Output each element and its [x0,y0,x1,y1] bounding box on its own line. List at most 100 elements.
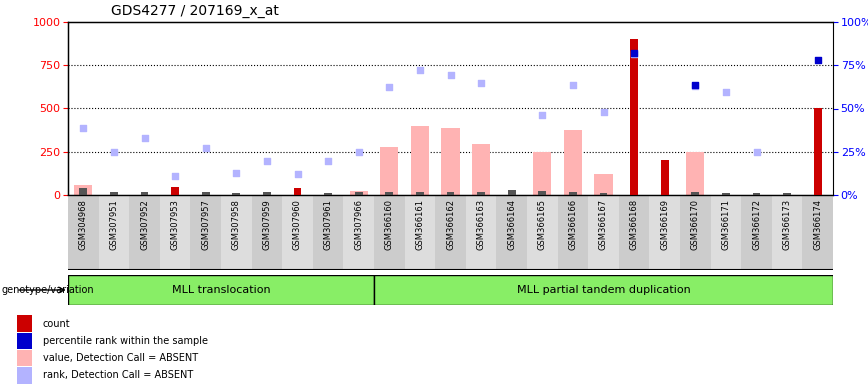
FancyBboxPatch shape [711,195,741,270]
Text: rank, Detection Call = ABSENT: rank, Detection Call = ABSENT [43,371,193,381]
FancyBboxPatch shape [312,195,344,270]
Bar [783,193,791,195]
FancyBboxPatch shape [680,195,711,270]
Bar [563,130,582,195]
Text: GSM366169: GSM366169 [661,199,669,250]
Bar [411,126,429,195]
Text: value, Detection Call = ABSENT: value, Detection Call = ABSENT [43,353,198,363]
Bar [441,127,460,195]
Text: GSM366174: GSM366174 [813,199,822,250]
Text: GSM307961: GSM307961 [324,199,332,250]
Bar [472,144,490,195]
Bar [110,192,118,195]
Text: GSM307958: GSM307958 [232,199,240,250]
FancyBboxPatch shape [649,195,680,270]
Point [107,149,121,155]
Text: GSM366163: GSM366163 [477,199,485,250]
Point [628,51,641,57]
Text: GSM366167: GSM366167 [599,199,608,250]
FancyBboxPatch shape [435,195,466,270]
Text: GSM366164: GSM366164 [507,199,516,250]
Text: GSM307957: GSM307957 [201,199,210,250]
FancyBboxPatch shape [129,195,160,270]
Point [383,84,397,90]
Text: GSM366161: GSM366161 [416,199,424,250]
Text: GSM307959: GSM307959 [262,199,272,250]
Point [444,72,457,78]
Bar [202,192,209,195]
FancyBboxPatch shape [282,195,312,270]
Bar [74,185,93,195]
FancyBboxPatch shape [466,195,496,270]
FancyBboxPatch shape [374,195,404,270]
Bar [350,191,368,195]
Point [596,109,610,115]
Bar [17,367,32,384]
Text: GSM307953: GSM307953 [171,199,180,250]
Bar [692,192,699,195]
FancyBboxPatch shape [68,195,99,270]
Bar [233,193,240,195]
Point [352,149,365,155]
Point [229,169,243,175]
FancyBboxPatch shape [99,195,129,270]
FancyBboxPatch shape [68,275,374,305]
FancyBboxPatch shape [160,195,190,270]
Bar [686,152,705,195]
Text: count: count [43,319,70,329]
FancyBboxPatch shape [221,195,252,270]
Text: percentile rank within the sample: percentile rank within the sample [43,336,207,346]
Point [137,135,151,141]
Text: GSM366160: GSM366160 [385,199,394,250]
Text: GSM366162: GSM366162 [446,199,455,250]
FancyBboxPatch shape [527,195,557,270]
Bar [508,190,516,195]
FancyBboxPatch shape [252,195,282,270]
Text: MLL translocation: MLL translocation [172,285,270,295]
Bar [325,193,332,195]
Point [291,171,305,177]
Text: genotype/variation: genotype/variation [2,285,95,295]
FancyBboxPatch shape [772,195,802,270]
Text: GSM366171: GSM366171 [721,199,730,250]
Point [474,80,488,86]
Bar [538,191,546,195]
FancyBboxPatch shape [496,195,527,270]
Point [413,67,427,73]
FancyBboxPatch shape [802,195,833,270]
Point [719,88,733,94]
Point [168,173,182,179]
FancyBboxPatch shape [344,195,374,270]
Bar [447,192,454,195]
Point [628,50,641,56]
FancyBboxPatch shape [374,275,833,305]
Point [688,81,702,88]
Point [750,149,764,155]
FancyBboxPatch shape [741,195,772,270]
Point [76,124,90,131]
Bar [263,192,271,195]
Bar [17,350,32,366]
Text: GSM307966: GSM307966 [354,199,363,250]
Bar [477,192,485,195]
Point [260,158,273,164]
Point [811,57,825,63]
Bar [17,315,32,332]
Text: GSM366165: GSM366165 [538,199,547,250]
Bar [595,174,613,195]
Bar [380,147,398,195]
Bar [385,192,393,195]
FancyBboxPatch shape [557,195,589,270]
Point [566,81,580,88]
Text: GSM307952: GSM307952 [140,199,149,250]
Point [536,113,549,119]
Point [321,158,335,164]
Bar [569,192,576,195]
Bar [355,192,363,195]
Text: GSM304968: GSM304968 [79,199,88,250]
Bar [661,161,668,195]
Point [688,83,702,89]
Bar [17,333,32,349]
Bar [814,109,821,195]
Text: GSM307960: GSM307960 [293,199,302,250]
